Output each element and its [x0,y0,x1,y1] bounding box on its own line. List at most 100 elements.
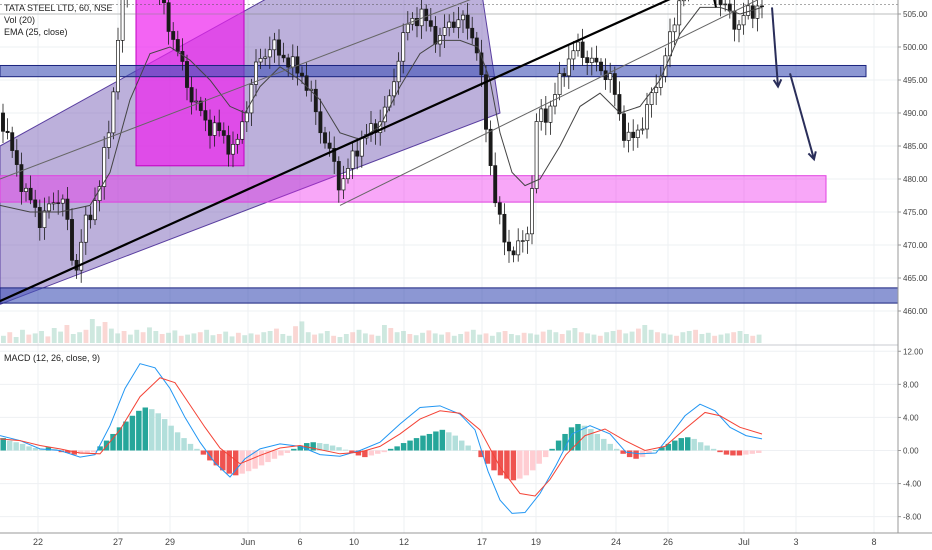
candle-body [93,200,97,221]
macd-histogram-bar [310,442,316,451]
macd-histogram-bar [381,450,387,453]
macd-histogram-bar [362,450,368,458]
volume-bar [648,329,654,343]
candle-body [672,24,677,33]
macd-histogram-bar [323,443,329,451]
volume-bar [591,334,597,343]
price-tick-label: 460.00 [903,307,928,316]
macd-histogram-bar [407,440,413,451]
pink-zone-band [0,175,827,203]
volume-bar [559,334,565,343]
candle-body [438,35,442,45]
volume-bar [324,331,330,343]
volume-bar [578,332,584,343]
candle-body [102,147,107,187]
macd-histogram-bar [530,450,536,471]
macd-tick-label: 8.00 [903,380,919,389]
candle-body [198,100,203,111]
macd-histogram-bar [149,409,155,451]
volume-bar [312,334,317,343]
volume-bar [401,331,406,343]
macd-histogram-bar [697,442,704,451]
chart-legend: TATA STEEL LTD, 60, NSE Vol (20) EMA (25… [4,2,113,38]
candle-body [511,250,516,256]
macd-histogram-bar [71,450,77,455]
candle-body [405,23,410,34]
macd-histogram-bar [736,450,743,456]
volume-bar [191,333,197,343]
volume-bar [178,335,184,343]
candle-body [88,214,93,221]
volume-bar [299,321,305,343]
signal-line [0,377,763,497]
candle-body [19,164,24,192]
volume-bar [636,328,641,343]
volume-bar [642,325,648,343]
candle-body [277,39,281,56]
volume-bar [737,331,743,343]
time-tick-label: 8 [871,537,876,547]
candle-body [350,150,355,169]
macd-histogram-bar [0,438,6,451]
volume-bar [667,334,673,343]
macd-tick-label: -4.00 [903,480,922,489]
candle-body [51,202,56,205]
candle-body [428,20,433,27]
candle-body [189,87,194,103]
price-tick-label: 495.00 [903,76,928,85]
macd-histogram-bar [484,450,491,464]
macd-histogram-bar [84,450,90,453]
macd-tick-label: 4.00 [903,413,919,422]
macd-histogram-bar [232,450,239,476]
candle-body [341,178,346,191]
macd-histogram-bar [704,445,710,451]
volume-bar [597,335,603,343]
candle-body [65,198,70,220]
macd-histogram-bar [316,443,323,451]
macd-histogram-bar [613,448,620,451]
candle-body [346,168,350,180]
candle-body [47,203,51,212]
macd-histogram-bar [161,419,168,451]
volume-bar [45,336,51,343]
candle-body [24,187,28,192]
macd-histogram-bar [213,450,220,466]
volume-bar [39,331,44,343]
macd-histogram-bar [329,445,336,451]
candle-body [516,240,521,256]
volume-bar [210,335,216,343]
macd-histogram-bar [517,450,523,479]
macd-histogram-bar [555,440,562,451]
macd-histogram-bar [446,432,452,451]
macd-histogram-bar [258,450,265,466]
volume-bar [693,329,698,343]
candle-body [281,54,286,59]
volume-bar [293,326,298,343]
candle-body [106,132,111,148]
candle-body [589,57,594,63]
candle-body [562,73,567,77]
candle-body [461,14,465,21]
macd-histogram-bar [226,450,232,474]
volume-bar [261,332,267,343]
candle-body [640,128,645,131]
volume-bar [616,329,622,343]
candle-body [718,0,723,6]
candle-body [755,5,760,19]
volume-bar [547,329,552,343]
long-trendline [0,0,671,303]
macd-histogram-bar [594,433,601,451]
candle-body [479,52,484,76]
candle-body [175,39,180,52]
candle-body [525,233,530,242]
macd-histogram-bar [549,448,555,451]
volume-bar [388,328,394,343]
candle-body [217,122,222,131]
macd-histogram-bar [110,433,116,451]
volume-bar [229,336,235,343]
volume-bar [337,337,343,343]
candle-body [737,24,741,30]
macd-histogram-bar [355,450,362,456]
candle-body [1,112,5,132]
